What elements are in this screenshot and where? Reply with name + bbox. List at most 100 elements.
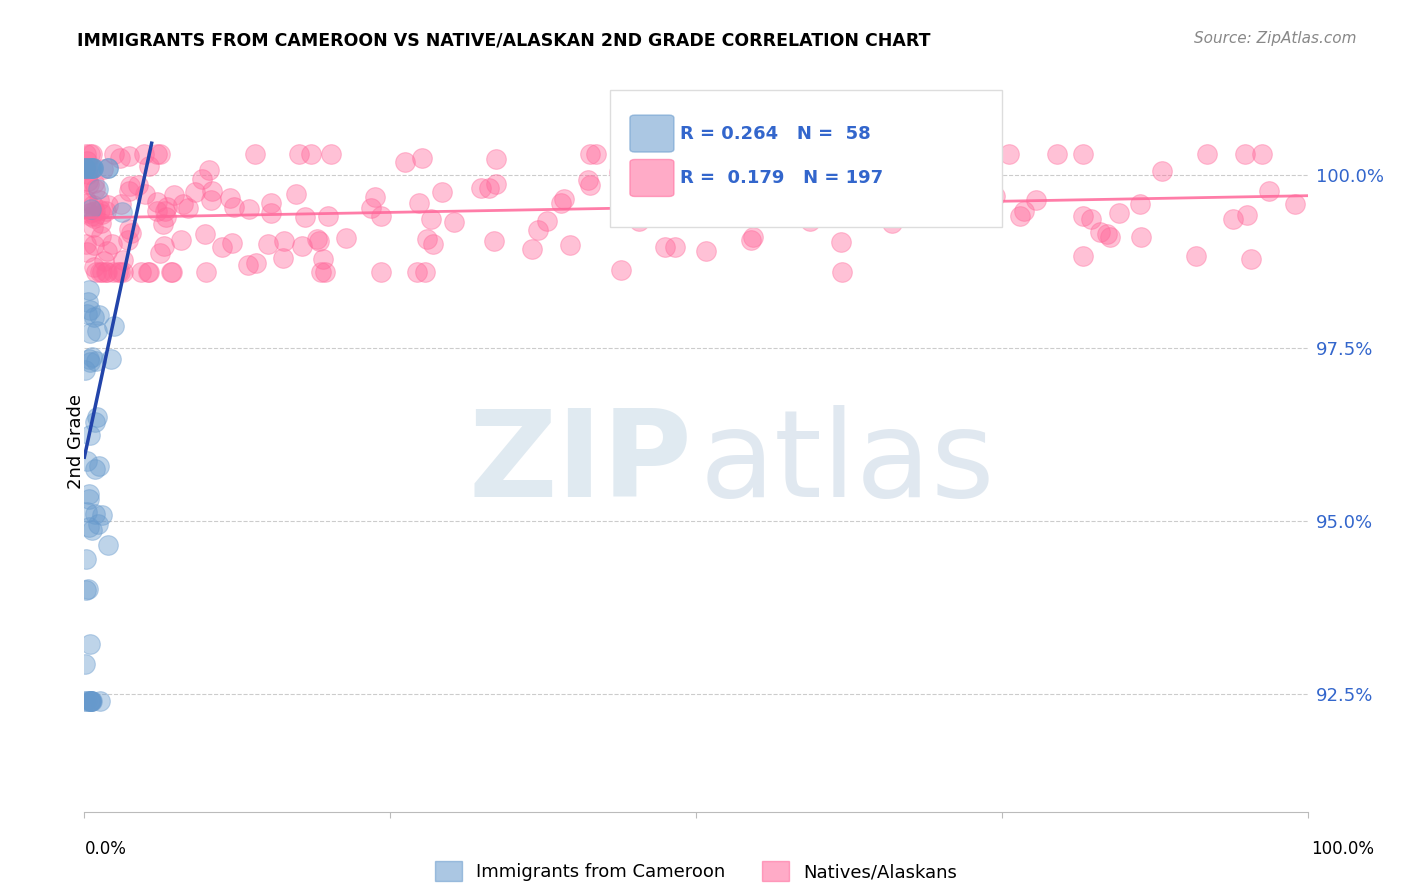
Point (79, 326, 101, 340)
Point (83, 237, 105, 252)
Point (83, 211, 105, 225)
Point (77, 195, 100, 210)
Point (527, 223, 550, 237)
Point (984, 188, 1007, 202)
Point (80, 210, 103, 224)
Point (910, 147, 932, 161)
Point (96, 161, 118, 176)
Point (86, 516, 108, 531)
Point (83, 415, 105, 429)
Text: 100.0%: 100.0% (1312, 840, 1374, 858)
Point (89, 308, 111, 322)
Point (224, 200, 246, 214)
Point (76, 245, 98, 260)
Point (831, 265, 853, 279)
Point (110, 197, 132, 211)
Point (360, 202, 382, 216)
Point (921, 179, 943, 194)
Y-axis label: 2nd Grade: 2nd Grade (67, 394, 84, 489)
Point (1150, 164, 1173, 178)
Point (741, 230, 763, 244)
Point (89, 694, 111, 708)
Point (84, 182, 107, 196)
Point (75, 582, 97, 597)
Point (312, 252, 335, 266)
Point (97, 198, 120, 212)
Point (82, 161, 104, 176)
Point (84, 204, 107, 219)
Point (111, 205, 134, 219)
Point (155, 211, 177, 225)
Point (218, 191, 240, 205)
Point (415, 232, 437, 246)
Point (73, 161, 96, 176)
Point (76, 173, 98, 187)
Point (406, 265, 429, 279)
Point (832, 147, 855, 161)
Point (614, 191, 637, 205)
Point (550, 196, 572, 211)
Point (79, 161, 101, 176)
Point (177, 202, 200, 216)
Point (83, 176, 105, 190)
Point (77, 520, 100, 534)
Point (97, 538, 120, 552)
Point (623, 178, 645, 193)
Point (91, 265, 114, 279)
Point (1025, 193, 1047, 207)
Point (96, 265, 118, 279)
Point (664, 240, 686, 254)
Point (80, 694, 103, 708)
Point (824, 147, 846, 161)
Point (87, 459, 110, 474)
Point (1008, 209, 1031, 223)
Point (291, 239, 314, 253)
Point (100, 352, 122, 367)
Point (145, 194, 167, 209)
Point (146, 147, 169, 161)
Point (79, 302, 101, 317)
Point (370, 265, 392, 279)
Point (77, 177, 100, 191)
Point (80, 202, 103, 216)
Point (136, 265, 159, 279)
Point (111, 252, 134, 267)
Point (152, 217, 174, 231)
Point (107, 265, 129, 279)
Point (84, 462, 107, 476)
Point (288, 147, 311, 161)
Point (75, 236, 97, 251)
Point (75, 362, 97, 376)
Point (1257, 184, 1279, 198)
Point (394, 155, 416, 169)
Point (90, 216, 112, 230)
Point (832, 161, 855, 176)
Point (411, 151, 433, 165)
Point (470, 181, 492, 195)
Point (645, 177, 668, 191)
Point (87, 182, 110, 196)
Point (118, 149, 141, 163)
Point (79, 694, 101, 708)
Point (86, 354, 108, 368)
Point (1046, 147, 1069, 161)
Point (1088, 225, 1111, 239)
Point (285, 186, 308, 201)
Point (792, 147, 814, 161)
Text: R =  0.179   N = 197: R = 0.179 N = 197 (681, 169, 883, 187)
Point (536, 214, 558, 228)
Point (117, 233, 139, 247)
Point (321, 147, 343, 161)
Point (169, 233, 191, 247)
Point (89, 265, 111, 279)
Point (195, 265, 218, 279)
Point (1071, 249, 1094, 263)
Point (83, 260, 105, 274)
Point (769, 200, 792, 214)
Point (200, 193, 222, 207)
Point (260, 206, 283, 220)
Point (82, 161, 104, 176)
Point (77, 283, 100, 297)
Point (1222, 212, 1244, 227)
Point (830, 235, 852, 250)
